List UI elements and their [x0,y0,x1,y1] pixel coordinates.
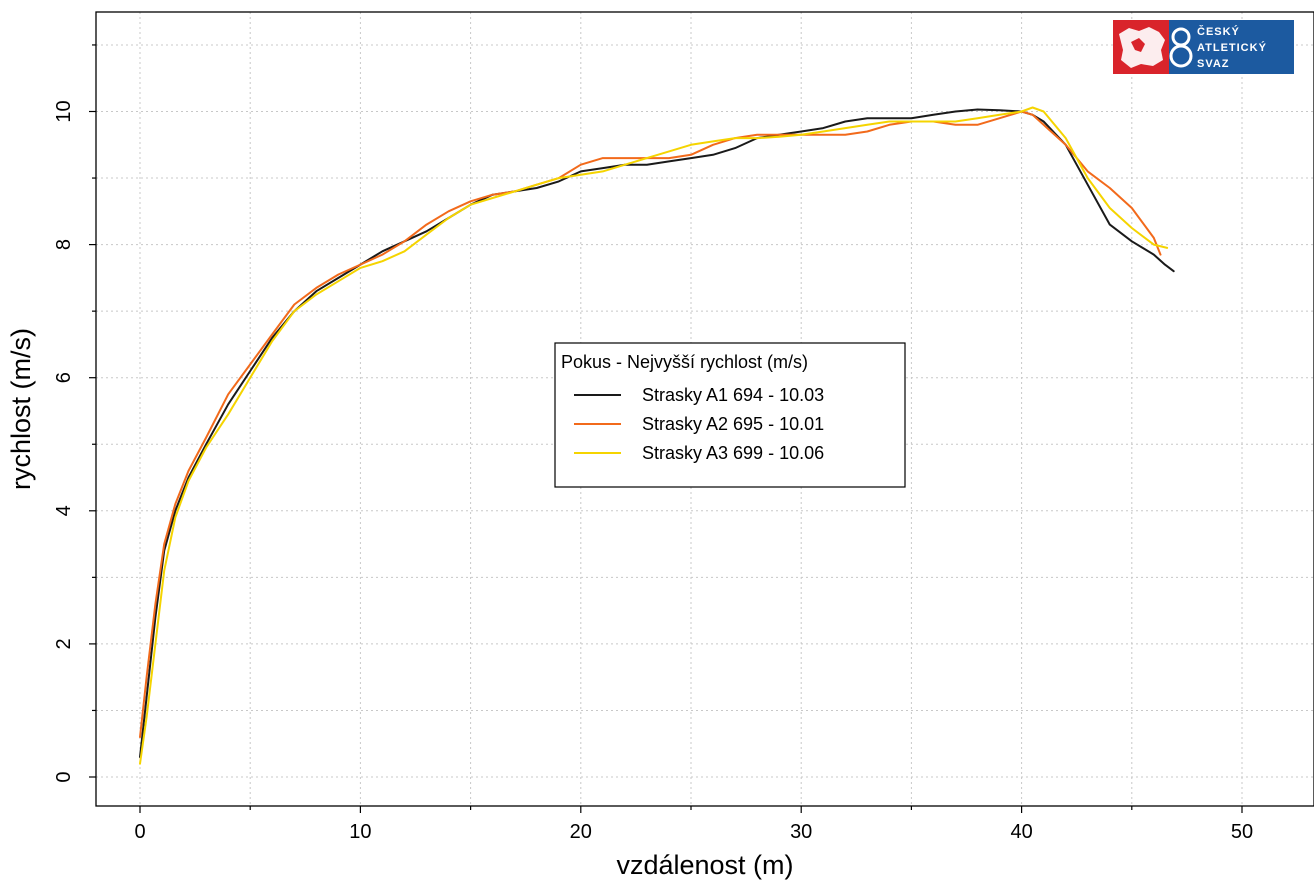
y-ticks: 0 2 4 6 8 10 [53,44,96,783]
y-tick-label: 4 [53,505,75,516]
x-axis-title: vzdálenost (m) [616,850,793,880]
legend: Pokus - Nejvyšší rychlost (m/s) Strasky … [554,342,906,488]
plot-frame [95,11,1314,807]
logo-line-2: ATLETICKÝ [1197,41,1267,54]
grid [96,12,1314,806]
logo-blue-panel [1169,20,1294,74]
legend-title: Pokus - Nejvyšší rychlost (m/s) [561,352,808,372]
x-tick-label: 0 [134,821,145,843]
legend-items: Strasky A1 694 - 10.03 Strasky A2 695 - 1… [574,385,824,463]
x-tick-label: 50 [1231,821,1253,843]
y-tick-label: 0 [53,771,75,782]
x-tick-label: 10 [349,821,371,843]
x-tick-label: 20 [570,821,592,843]
x-tick-label: 30 [790,821,812,843]
logo-line-3: SVAZ [1197,58,1230,70]
logo-line-1: ČESKÝ [1197,25,1240,38]
x-ticks: 0 10 20 30 40 50 [134,806,1253,843]
legend-box [554,342,906,488]
cas-logo: ČESKÝ ATLETICKÝ SVAZ [1113,20,1294,74]
legend-label-1: Strasky A1 694 - 10.03 [642,385,824,405]
x-tick-label: 40 [1010,821,1032,843]
athlete-icon [1131,38,1145,52]
y-tick-label: 2 [53,638,75,649]
series-group [139,106,1175,765]
legend-label-2: Strasky A2 695 - 10.01 [642,414,824,434]
series-line-3 [139,106,1169,765]
series-line-2 [139,110,1162,739]
y-axis-title: rychlost (m/s) [6,328,36,490]
logo-ring-bottom [1169,44,1193,68]
legend-label-3: Strasky A3 699 - 10.06 [642,443,824,463]
y-tick-label: 6 [53,372,75,383]
y-tick-label: 8 [53,239,75,250]
y-tick-label: 10 [53,100,75,122]
